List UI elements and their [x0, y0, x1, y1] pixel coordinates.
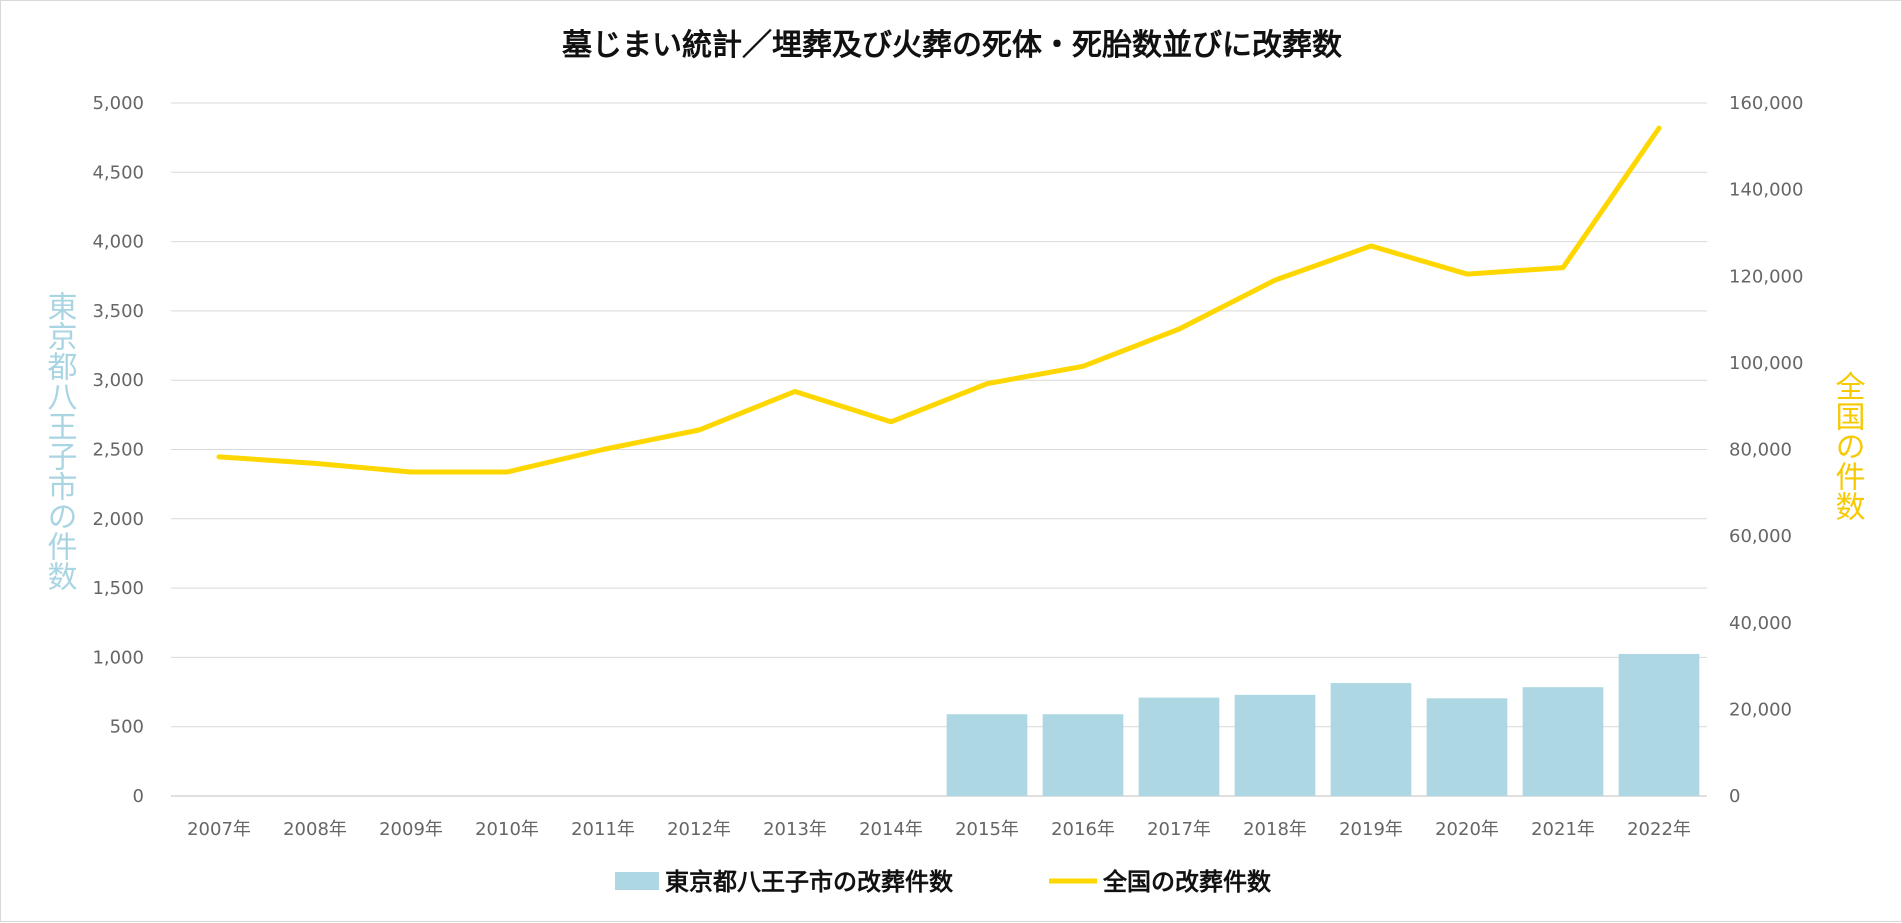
x-tick-label: 2009年 [379, 819, 443, 840]
bar [1618, 653, 1700, 796]
x-tick-label: 2018年 [1243, 819, 1307, 840]
x-tick-label: 2012年 [667, 819, 731, 840]
y2-tick-label: 20,000 [1729, 699, 1792, 720]
y-tick-label: 0 [133, 786, 144, 807]
bar [1234, 694, 1316, 796]
right-axis-ticks: 0 20,000 40,000 60,000 80,000 100,000 120,000 1… [1729, 93, 1803, 807]
legend: 東京都八王子市の改葬件数 全国の改葬件数 [615, 868, 1272, 896]
left-axis-ticks: 0 500 1,000 1,500 2,000 2,500 3,000 3,500 4,000 4… [92, 93, 144, 807]
x-tick-label: 2015年 [955, 819, 1019, 840]
bar [946, 714, 1028, 796]
y-tick-label: 1,000 [92, 647, 144, 668]
bar [1042, 714, 1124, 796]
bar [1426, 698, 1508, 796]
x-tick-label: 2013年 [763, 819, 827, 840]
y-tick-label: 1,500 [92, 578, 144, 599]
y-tick-label: 3,000 [92, 370, 144, 391]
y2-tick-label: 100,000 [1729, 353, 1803, 374]
y2-tick-label: 60,000 [1729, 526, 1792, 547]
y-tick-label: 500 [110, 717, 144, 738]
bar-series [946, 653, 1700, 796]
series-line [216, 125, 1662, 475]
x-tick-label: 2010年 [475, 819, 539, 840]
bar [1138, 697, 1220, 796]
y-tick-label: 4,500 [92, 162, 144, 183]
y2-tick-label: 80,000 [1729, 440, 1792, 461]
y-tick-label: 2,500 [92, 440, 144, 461]
x-tick-label: 2017年 [1147, 819, 1211, 840]
gridlines [171, 102, 1707, 797]
y2-tick-label: 40,000 [1729, 613, 1792, 634]
x-tick-label: 2022年 [1627, 819, 1691, 840]
legend-swatch-bar [615, 872, 659, 890]
bar [1330, 683, 1412, 796]
y-axis-label-left: 東京都八王子市の件数 [42, 291, 78, 591]
line-series [216, 125, 1662, 475]
y-tick-label: 4,000 [92, 232, 144, 253]
bar [1522, 687, 1604, 796]
y-tick-label: 2,000 [92, 509, 144, 530]
x-axis-ticks: 2007年 2008年 2009年 2010年 2011年 2012年 2013年 2014年… [187, 819, 1691, 840]
y2-tick-label: 0 [1729, 786, 1740, 807]
x-tick-label: 2021年 [1531, 819, 1595, 840]
legend-label-bar: 東京都八王子市の改葬件数 [665, 868, 954, 896]
x-tick-label: 2019年 [1339, 819, 1403, 840]
y2-tick-label: 160,000 [1729, 93, 1803, 114]
y-tick-label: 5,000 [92, 93, 144, 114]
x-tick-label: 2011年 [571, 819, 635, 840]
x-tick-label: 2016年 [1051, 819, 1115, 840]
x-tick-label: 2008年 [283, 819, 347, 840]
chart-title: 墓じまい統計／埋葬及び火葬の死体・死胎数並びに改葬数 [561, 28, 1343, 63]
y-axis-label-right: 全国の件数 [1830, 371, 1866, 521]
x-tick-label: 2007年 [187, 819, 251, 840]
x-tick-label: 2014年 [859, 819, 923, 840]
x-tick-label: 2020年 [1435, 819, 1499, 840]
y2-tick-label: 140,000 [1729, 180, 1803, 201]
y-tick-label: 3,500 [92, 301, 144, 322]
y2-tick-label: 120,000 [1729, 266, 1803, 287]
legend-label-line: 全国の改葬件数 [1102, 868, 1272, 896]
